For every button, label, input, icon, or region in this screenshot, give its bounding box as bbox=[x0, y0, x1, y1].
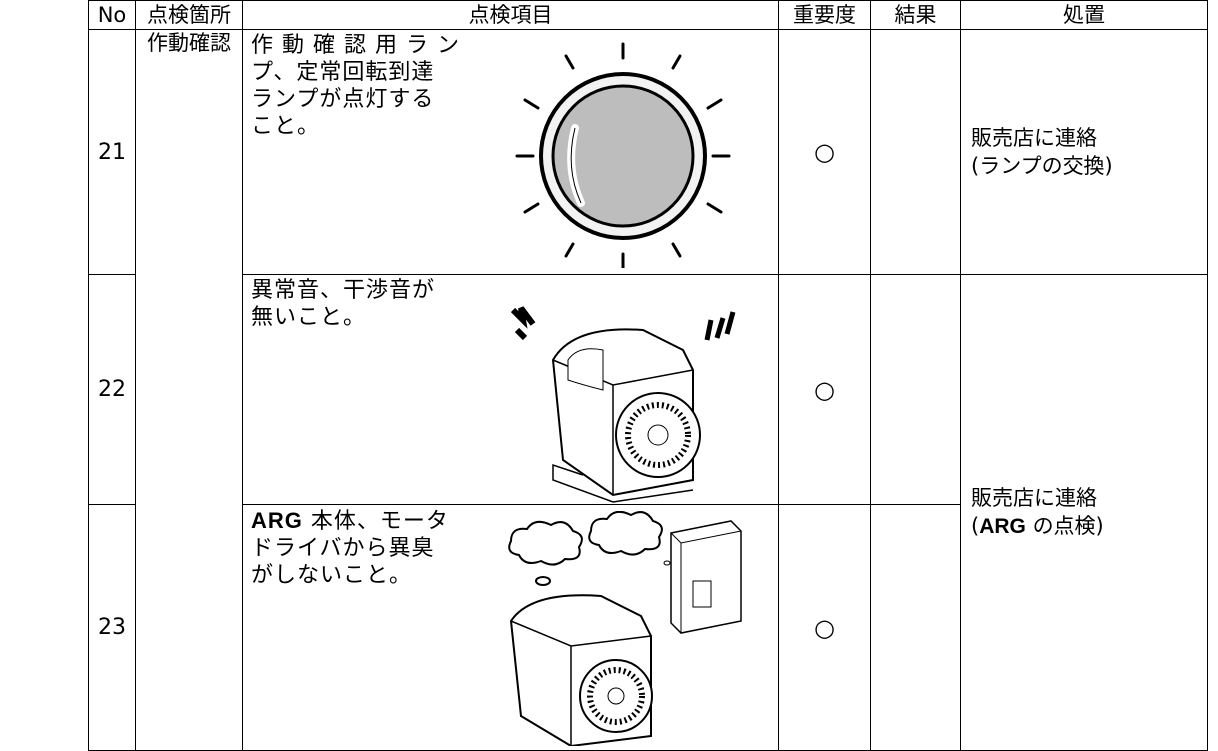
header-cell: 点検項目 bbox=[242, 0, 779, 30]
item-text: ARG 本体、モータ ドライバから異臭 がしないこと。 bbox=[251, 507, 449, 589]
item-cell: 作 動 確 認 用 ラ ンプ、定常回転到達 ランプが点灯する こと。 bbox=[242, 29, 779, 275]
motor-illustration bbox=[510, 306, 736, 503]
text-line: プ、定常回転到達 bbox=[251, 60, 435, 85]
inspection-table: No 点検箇所 点検項目 重要度 結果 処置 21 作動確認 作 動 確 認 用… bbox=[88, 0, 1208, 751]
header-cell: 処置 bbox=[960, 0, 1208, 30]
text-line: ランプが点灯する bbox=[251, 87, 435, 112]
item-line: ARG 本体、モータ bbox=[251, 507, 449, 535]
importance-cell: ○ bbox=[778, 29, 871, 275]
action-cell: 販売店に連絡 (ランプの交換) bbox=[960, 29, 1208, 275]
item-line: がしないこと。 bbox=[251, 563, 413, 588]
header-cell: 重要度 bbox=[778, 0, 871, 30]
no-cell: 22 bbox=[88, 274, 136, 505]
text-line: (ランプの交換) bbox=[971, 154, 1113, 178]
item-text: 異常音、干渉音が 無いこと。 bbox=[251, 277, 435, 331]
text-line: こと。 bbox=[251, 114, 321, 139]
text: の点検) bbox=[1032, 514, 1104, 538]
importance-cell: ○ bbox=[778, 274, 871, 505]
importance-cell: ○ bbox=[778, 504, 871, 751]
action-line: (ARG の点検) bbox=[971, 512, 1207, 541]
bold-text: ARG bbox=[251, 508, 303, 533]
text: 本体、モータ bbox=[310, 509, 449, 534]
action-line: 販売店に連絡 bbox=[971, 486, 1097, 510]
header-cell: 点検箇所 bbox=[135, 0, 243, 30]
row: 22 異常音、干渉音が 無いこと。 ○ 販売店に連絡 (ARG の点検) bbox=[88, 274, 1208, 751]
text-line: 販売店に連絡 bbox=[971, 126, 1097, 150]
header-row: No 点検箇所 点検項目 重要度 結果 処置 bbox=[88, 0, 1208, 30]
row: 23 ARG 本体、モータ ドライバから異臭 がしないこと。 ○ bbox=[88, 504, 1208, 751]
odor-illustration bbox=[508, 511, 742, 746]
result-cell bbox=[870, 274, 961, 505]
item-line: ドライバから異臭 bbox=[251, 536, 435, 561]
header-cell: No bbox=[88, 0, 136, 30]
lamp-illustration bbox=[515, 42, 731, 268]
result-cell bbox=[870, 504, 961, 751]
text-line: 異常音、干渉音が bbox=[251, 278, 436, 303]
no-cell: 23 bbox=[88, 504, 136, 751]
action-cell: 販売店に連絡 (ARG の点検) bbox=[960, 274, 1208, 751]
result-cell bbox=[870, 29, 961, 275]
location-cell: 作動確認 bbox=[135, 29, 243, 751]
row: 21 作動確認 作 動 確 認 用 ラ ンプ、定常回転到達 ランプが点灯する こと。… bbox=[88, 29, 1208, 751]
text-line: 作 動 確 認 用 ラ ン bbox=[251, 33, 460, 58]
no-cell: 21 bbox=[88, 29, 136, 275]
bold-text: ARG bbox=[979, 515, 1026, 538]
item-cell: ARG 本体、モータ ドライバから異臭 がしないこと。 bbox=[242, 504, 779, 751]
item-cell: 異常音、干渉音が 無いこと。 bbox=[242, 274, 779, 505]
header-cell: 結果 bbox=[870, 0, 961, 30]
text: ( bbox=[971, 514, 980, 538]
item-text: 作 動 確 認 用 ラ ンプ、定常回転到達 ランプが点灯する こと。 bbox=[251, 32, 460, 140]
text-line: 無いこと。 bbox=[251, 305, 367, 330]
